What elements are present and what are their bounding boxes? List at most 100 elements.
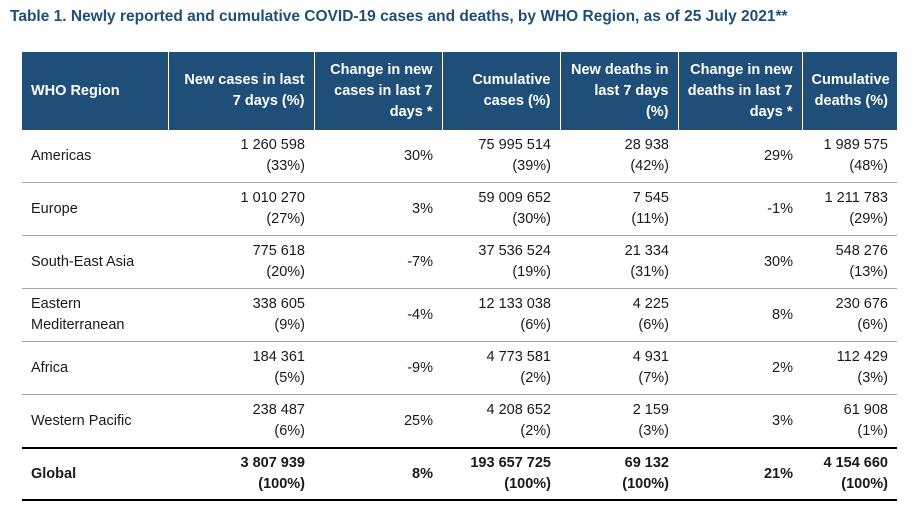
header-change-cases: Change in new cases in last 7 days * — [314, 52, 443, 130]
cumulative-deaths-cell-percent: (1%) — [857, 423, 888, 439]
cumulative-cases-cell: 4 773 581 (2%) — [442, 341, 560, 395]
new-deaths-cell: 69 132 (100%) — [560, 447, 678, 501]
new-cases-cell: 3 807 939 (100%) — [168, 447, 314, 501]
new-deaths-cell: 28 938 (42%) — [560, 130, 678, 183]
table-row: Eastern Mediterranean 338 605 (9%) -4% 12 13… — [22, 288, 897, 342]
change-deaths-cell-value: -1% — [767, 200, 793, 217]
cumulative-deaths-cell: 230 676 (6%) — [802, 288, 897, 342]
table-row: Europe 1 010 270 (27%) 3% 59 009 652 (30%) 7 5… — [22, 182, 897, 236]
cumulative-cases-cell-percent: (2%) — [520, 370, 551, 386]
table-row: Americas 1 260 598 (33%) 30% 75 995 514 (39%)… — [22, 130, 897, 183]
table-row: Western Pacific 238 487 (6%) 25% 4 208 652 (2… — [22, 394, 897, 449]
new-deaths-cell: 21 334 (31%) — [560, 235, 678, 289]
new-cases-cell: 1 260 598 (33%) — [168, 130, 314, 183]
cumulative-deaths-cell: 61 908 (1%) — [802, 394, 897, 449]
region-cell-value: Eastern Mediterranean — [31, 296, 125, 333]
global-row: Global 3 807 939 (100%) 8% 193 657 725 (100%)… — [22, 447, 897, 501]
cumulative-cases-cell: 193 657 725 (100%) — [442, 447, 560, 501]
new-cases-cell-percent: (20%) — [266, 264, 305, 280]
region-cell: Europe — [22, 182, 168, 236]
region-cell: Western Pacific — [22, 394, 168, 449]
new-cases-cell-percent: (27%) — [266, 211, 305, 227]
change-deaths-cell-value: 3% — [772, 412, 793, 429]
change-deaths-cell-value: 21% — [763, 465, 793, 482]
new-cases-cell: 238 487 (6%) — [168, 394, 314, 449]
cumulative-cases-cell-percent: (2%) — [520, 423, 551, 439]
change-deaths-cell-value: 2% — [772, 359, 793, 376]
cumulative-cases-cell: 4 208 652 (2%) — [442, 394, 560, 449]
cumulative-cases-cell: 59 009 652 (30%) — [442, 182, 560, 236]
region-cell-value: Americas — [31, 147, 92, 164]
region-cell-value: Europe — [31, 200, 78, 217]
header-change-deaths: Change in new deaths in last 7 days * — [678, 52, 803, 130]
change-deaths-cell-value: 8% — [772, 306, 793, 323]
region-cell-value: Africa — [31, 359, 69, 376]
change-cases-cell: 8% — [314, 447, 442, 501]
new-deaths-cell-value: 4 225 — [632, 296, 669, 312]
region-cell-value: Western Pacific — [31, 412, 132, 429]
change-cases-cell-value: -4% — [407, 306, 433, 323]
change-cases-cell-value: 30% — [403, 147, 433, 164]
new-cases-cell-percent: (33%) — [266, 158, 305, 174]
cumulative-deaths-cell: 1 211 783 (29%) — [802, 182, 897, 236]
cumulative-cases-cell-value: 193 657 725 — [470, 455, 551, 471]
table-row: South-East Asia 775 618 (20%) -7% 37 536 524… — [22, 235, 897, 289]
new-deaths-cell-percent: (3%) — [638, 423, 669, 439]
new-cases-cell-value: 3 807 939 — [240, 455, 305, 471]
change-cases-cell: -4% — [314, 288, 442, 342]
region-cell: Americas — [22, 130, 168, 183]
cumulative-deaths-cell-percent: (6%) — [857, 317, 888, 333]
new-deaths-cell-value: 7 545 — [632, 190, 669, 206]
cumulative-cases-cell-value: 37 536 524 — [478, 243, 551, 259]
new-cases-cell-value: 238 487 — [252, 402, 305, 418]
new-cases-cell-percent: (100%) — [258, 476, 305, 492]
change-cases-cell: 25% — [314, 394, 442, 449]
region-cell-value: South-East Asia — [31, 253, 135, 270]
new-cases-cell-percent: (5%) — [274, 370, 305, 386]
change-cases-cell: 3% — [314, 182, 442, 236]
new-deaths-cell-value: 28 938 — [624, 137, 669, 153]
cumulative-cases-cell-percent: (39%) — [512, 158, 551, 174]
cumulative-cases-cell: 37 536 524 (19%) — [442, 235, 560, 289]
change-cases-cell-value: 25% — [403, 412, 433, 429]
region-cell: Africa — [22, 341, 168, 395]
cumulative-cases-cell-percent: (100%) — [504, 476, 551, 492]
new-cases-cell: 775 618 (20%) — [168, 235, 314, 289]
header-row: WHO Region New cases in last 7 days (%) … — [22, 52, 897, 130]
cumulative-cases-cell-percent: (6%) — [520, 317, 551, 333]
cumulative-cases-cell-value: 59 009 652 — [478, 190, 551, 206]
cumulative-deaths-cell: 112 429 (3%) — [802, 341, 897, 395]
cumulative-deaths-cell-percent: (100%) — [841, 476, 888, 492]
covid-table: WHO Region New cases in last 7 days (%) … — [22, 52, 897, 501]
change-cases-cell-value: 3% — [412, 200, 433, 217]
new-cases-cell: 338 605 (9%) — [168, 288, 314, 342]
new-cases-cell-percent: (9%) — [274, 317, 305, 333]
change-deaths-cell: 3% — [678, 394, 802, 449]
change-deaths-cell-value: 30% — [763, 253, 793, 270]
region-cell: Global — [22, 447, 168, 501]
new-deaths-cell-percent: (100%) — [622, 476, 669, 492]
header-new-deaths: New deaths in last 7 days (%) — [560, 52, 679, 130]
cumulative-deaths-cell-value: 4 154 660 — [823, 455, 888, 471]
cumulative-deaths-cell-value: 1 211 783 — [824, 190, 888, 206]
new-deaths-cell-value: 4 931 — [632, 349, 669, 365]
change-deaths-cell: 21% — [678, 447, 802, 501]
new-deaths-cell-value: 69 132 — [624, 455, 669, 471]
cumulative-cases-cell-percent: (30%) — [512, 211, 551, 227]
cumulative-deaths-cell-value: 61 908 — [843, 402, 888, 418]
cumulative-deaths-cell-value: 112 429 — [836, 349, 888, 365]
new-cases-cell-percent: (6%) — [274, 423, 305, 439]
header-new-cases: New cases in last 7 days (%) — [168, 52, 315, 130]
cumulative-deaths-cell: 4 154 660 (100%) — [802, 447, 897, 501]
new-cases-cell-value: 184 361 — [252, 349, 305, 365]
new-deaths-cell-percent: (31%) — [630, 264, 669, 280]
change-deaths-cell: 30% — [678, 235, 802, 289]
table-title: Table 1. Newly reported and cumulative C… — [10, 8, 788, 25]
new-deaths-cell: 2 159 (3%) — [560, 394, 678, 449]
change-cases-cell-value: -9% — [407, 359, 433, 376]
new-deaths-cell-percent: (6%) — [638, 317, 669, 333]
cumulative-cases-cell-value: 75 995 514 — [478, 137, 551, 153]
change-deaths-cell-value: 29% — [763, 147, 793, 164]
new-deaths-cell-percent: (42%) — [630, 158, 669, 174]
table-row: Africa 184 361 (5%) -9% 4 773 581 (2%) 4 931 (7… — [22, 341, 897, 395]
